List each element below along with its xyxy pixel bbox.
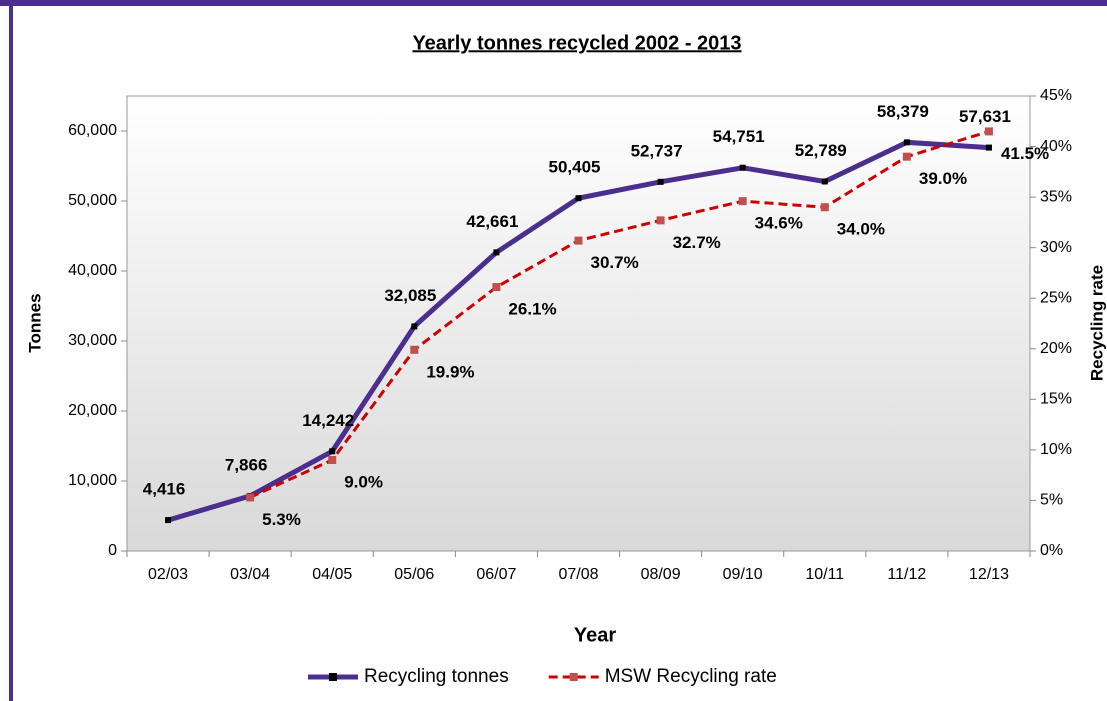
marker	[575, 195, 582, 202]
y-tick-label: 30,000	[68, 332, 117, 349]
data-label: 42,661	[466, 212, 518, 231]
data-label: 4,416	[143, 480, 186, 499]
marker	[329, 448, 336, 455]
data-label: 32.7%	[673, 233, 721, 252]
x-tick-label: 02/03	[148, 566, 188, 583]
marker	[903, 139, 910, 146]
y-tick-label: 10,000	[68, 472, 117, 489]
y-tick-label: 40,000	[68, 262, 117, 279]
y2-tick-label: 45%	[1040, 87, 1072, 104]
marker	[656, 216, 665, 225]
x-tick-label: 04/05	[312, 566, 352, 583]
y-tick-label: 50,000	[68, 192, 117, 209]
y2-tick-label: 30%	[1040, 239, 1072, 256]
y2-tick-label: 0%	[1040, 542, 1063, 559]
marker	[739, 164, 746, 171]
y-tick-label: 20,000	[68, 402, 117, 419]
x-tick-label: 06/07	[476, 566, 516, 583]
y2-axis-title: Recycling rate	[1087, 265, 1106, 381]
y2-tick-label: 35%	[1040, 188, 1072, 205]
plot-area	[126, 95, 1031, 552]
y2-tick-label: 20%	[1040, 340, 1072, 357]
marker	[410, 345, 419, 354]
data-label: 52,789	[795, 141, 847, 160]
data-label: 39.0%	[919, 169, 967, 188]
y-tick-label: 0	[108, 542, 117, 559]
x-tick-label: 03/04	[230, 566, 270, 583]
legend-marker	[329, 673, 337, 681]
data-label: 7,866	[225, 455, 268, 474]
marker	[738, 197, 747, 206]
marker	[574, 236, 583, 245]
marker	[902, 152, 911, 161]
data-label: 50,405	[549, 158, 601, 177]
marker	[657, 178, 664, 185]
data-label: 30.7%	[591, 253, 639, 272]
y2-tick-label: 5%	[1040, 492, 1063, 509]
legend-label: Recycling tonnes	[364, 666, 509, 687]
y2-tick-label: 15%	[1040, 391, 1072, 408]
data-label: 57,631	[959, 107, 1011, 126]
data-label: 26.1%	[508, 300, 556, 319]
legend-marker	[569, 673, 578, 681]
data-label: 54,751	[713, 127, 765, 146]
x-tick-label: 10/11	[805, 566, 844, 583]
marker	[411, 323, 418, 330]
marker	[492, 283, 501, 292]
x-tick-label: 05/06	[394, 566, 434, 583]
marker	[493, 249, 500, 256]
y2-tick-label: 40%	[1040, 138, 1072, 155]
marker	[985, 144, 992, 151]
data-label: 19.9%	[426, 362, 474, 381]
x-tick-label: 09/10	[723, 566, 763, 583]
x-axis-title: Year	[574, 624, 616, 646]
data-label: 32,085	[384, 286, 436, 305]
chart-title: Yearly tonnes recycled 2002 - 2013	[412, 32, 741, 54]
marker	[821, 178, 828, 185]
legend-label: MSW Recycling rate	[605, 666, 777, 687]
data-label: 34.6%	[755, 214, 803, 233]
data-label: 9.0%	[344, 472, 383, 491]
x-tick-label: 12/13	[969, 566, 1009, 583]
marker	[165, 517, 172, 524]
marker	[246, 493, 255, 502]
marker	[328, 456, 337, 464]
y2-tick-label: 10%	[1040, 441, 1072, 458]
y-axis-title: Tonnes	[25, 293, 44, 352]
marker	[820, 203, 829, 212]
series-line	[249, 129, 990, 499]
data-label: 41.5%	[1001, 144, 1049, 163]
x-tick-label: 08/09	[641, 566, 681, 583]
data-label: 34.0%	[837, 220, 885, 239]
data-label: 58,379	[877, 102, 929, 121]
x-tick-label: 11/12	[887, 566, 926, 583]
data-label: 52,737	[631, 141, 683, 160]
data-label: 5.3%	[262, 510, 301, 529]
y2-tick-label: 25%	[1040, 289, 1072, 306]
data-label: 14,242	[302, 411, 354, 430]
marker	[984, 127, 993, 136]
y-tick-label: 60,000	[68, 122, 117, 139]
x-tick-label: 07/08	[558, 566, 598, 583]
